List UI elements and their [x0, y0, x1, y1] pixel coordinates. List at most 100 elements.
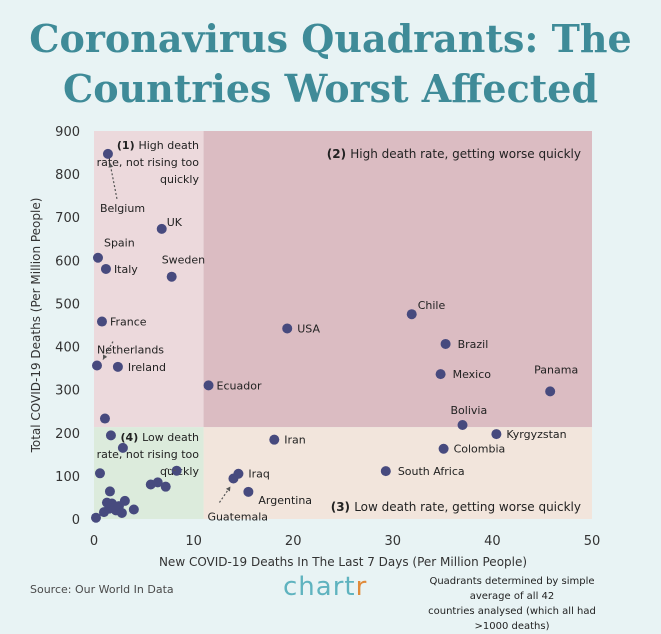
x-tick-label: 40	[484, 534, 501, 549]
data-label-france: France	[110, 316, 147, 329]
quadrant-1-caption-line: quickly	[160, 173, 199, 186]
quadrant-3-caption: (3) Low death rate, getting worse quickl…	[331, 500, 581, 514]
belgium-leader-head	[108, 162, 114, 168]
data-point-ireland	[112, 361, 123, 372]
data-label-spain: Spain	[104, 237, 135, 250]
x-tick-label: 20	[285, 534, 302, 549]
quadrant-2-bg	[203, 131, 592, 428]
guatemala-leader-head	[225, 486, 231, 492]
quadrant-method-note-line-1: Quadrants determined by simple average o…	[429, 576, 595, 602]
data-point-iran	[269, 434, 280, 445]
data-label-brazil: Brazil	[458, 338, 489, 351]
quadrant-method-note-line-2: countries analysed (which all had >1000 …	[428, 606, 596, 632]
y-tick-label: 0	[72, 513, 80, 528]
quadrant-3-bg	[203, 427, 592, 519]
data-label-belgium: Belgium	[100, 202, 145, 215]
y-axis-label: Total COVID-19 Deaths (Per Million Peopl…	[29, 198, 43, 454]
quadrant-1-caption-line: (1) High death	[117, 139, 199, 152]
data-label-panama: Panama	[534, 363, 578, 376]
data-point-spain	[92, 252, 103, 263]
y-tick-label: 600	[55, 254, 80, 269]
brand-logo: chartr	[283, 572, 367, 602]
x-axis-label: New COVID-19 Deaths In The Last 7 Days (…	[159, 555, 527, 569]
data-label-iran: Iran	[284, 434, 306, 447]
data-point	[104, 486, 115, 497]
brand-logo-accent: r	[355, 572, 368, 602]
data-label-uk: UK	[167, 216, 183, 229]
data-point	[94, 468, 105, 479]
data-label-usa: USA	[297, 322, 320, 335]
data-point-mexico	[435, 369, 446, 380]
quadrant-1-bg	[94, 131, 204, 428]
y-tick-label: 900	[55, 125, 80, 140]
data-label-guatemala: Guatemala	[207, 510, 268, 523]
brand-logo-main: chart	[283, 572, 356, 602]
data-point-argentina	[243, 486, 254, 497]
data-point-france	[96, 316, 107, 327]
data-point	[99, 413, 110, 424]
data-label-iraq: Iraq	[248, 468, 269, 481]
data-point-guatemala	[228, 473, 239, 484]
data-label-chile: Chile	[418, 299, 446, 312]
data-point-bolivia	[457, 420, 468, 431]
data-label-ecuador: Ecuador	[217, 379, 262, 392]
data-label-italy: Italy	[114, 263, 138, 276]
scatter-chart: 0 10 20 30 40 500100200300400500600700800900N…	[29, 125, 601, 569]
x-tick-label: 30	[385, 534, 402, 549]
data-point	[117, 442, 128, 453]
data-point-italy	[100, 263, 111, 274]
quadrant-4-caption-line: rate, not rising too	[97, 448, 200, 461]
data-point-ecuador	[203, 380, 214, 391]
netherlands-leader-head	[102, 354, 108, 360]
data-point-belgium	[102, 148, 113, 159]
quadrant-1-caption-number: (1)	[117, 139, 139, 152]
y-tick-label: 300	[55, 384, 80, 399]
data-point-chile	[406, 309, 417, 320]
quadrant-3-caption-number: (3)	[331, 500, 355, 514]
y-tick-label: 400	[55, 341, 80, 356]
y-tick-label: 500	[55, 297, 80, 312]
data-point	[152, 477, 163, 488]
data-point	[119, 495, 130, 506]
chart-title: Coronavirus Quadrants: The Countries Wor…	[29, 16, 632, 111]
quadrant-4-caption-line: (4) Low death	[121, 431, 200, 444]
quadrant-2-caption: (2) High death rate, getting worse quick…	[327, 147, 581, 161]
y-tick-label: 100	[55, 470, 80, 485]
y-tick-label: 700	[55, 211, 80, 226]
data-point-panama	[545, 386, 556, 397]
data-point-uk	[156, 223, 167, 234]
data-label-sweden: Sweden	[162, 254, 205, 267]
y-tick-label: 200	[55, 427, 80, 442]
data-point	[90, 512, 101, 523]
data-label-colombia: Colombia	[454, 443, 506, 456]
data-point	[128, 504, 139, 515]
quadrant-3-caption-line: (3) Low death rate, getting worse quickl…	[331, 500, 581, 514]
quadrant-4-caption-number: (4)	[121, 431, 143, 444]
q4-leader	[165, 467, 177, 472]
data-label-ireland: Ireland	[128, 361, 166, 374]
data-label-netherlands: Netherlands	[97, 344, 164, 357]
data-point	[160, 481, 171, 492]
data-point-netherlands	[91, 360, 102, 371]
data-point-south-africa	[380, 466, 391, 477]
data-point-usa	[282, 323, 293, 334]
data-point-kyrgyzstan	[491, 429, 502, 440]
quadrant-2-caption-line: (2) High death rate, getting worse quick…	[327, 147, 581, 161]
data-point	[116, 507, 127, 518]
quadrant-1-caption: (1) High death rate, not rising too quickl…	[97, 139, 200, 186]
y-tick-label: 800	[55, 168, 80, 183]
data-label-argentina: Argentina	[258, 494, 312, 507]
data-point	[171, 465, 182, 476]
source-note: Source: Our World In Data	[30, 583, 174, 596]
data-label-bolivia: Bolivia	[451, 404, 488, 417]
x-tick-label: 50	[584, 534, 601, 549]
data-point-sweden	[166, 271, 177, 282]
x-tick-label: 10	[185, 534, 202, 549]
data-point	[101, 497, 112, 508]
data-point-colombia	[438, 443, 449, 454]
data-label-mexico: Mexico	[453, 368, 492, 381]
data-point	[105, 430, 116, 441]
x-tick-label: 0	[90, 534, 98, 549]
data-label-kyrgyzstan: Kyrgyzstan	[506, 428, 566, 441]
quadrant-1-caption-line: rate, not rising too	[97, 156, 200, 169]
